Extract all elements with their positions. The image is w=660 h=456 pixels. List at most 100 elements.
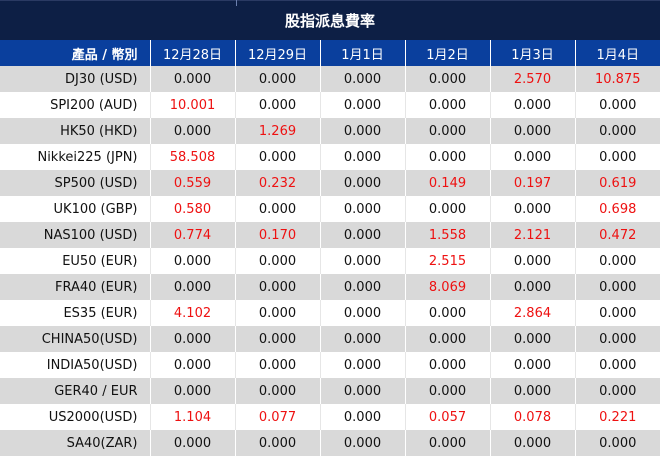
rate-value-cell: 0.000 [234, 274, 320, 300]
title-top-marker [236, 0, 237, 6]
product-name-cell: Nikkei225 (JPN) [0, 144, 150, 170]
column-header-product: 產品 / 幣別 [0, 40, 150, 66]
rate-value-cell: 8.069 [404, 274, 490, 300]
rate-value-cell: 0.000 [234, 326, 320, 352]
rate-value-cell: 0.000 [319, 352, 405, 378]
rate-value-cell: 0.000 [319, 274, 405, 300]
rate-value-cell: 0.000 [319, 248, 405, 274]
rate-value-cell: 0.000 [234, 92, 320, 118]
rate-value-cell: 0.000 [404, 144, 490, 170]
table-row: SA40(ZAR) 0.000 0.000 0.000 0.000 0.000 0.000 [0, 430, 660, 456]
rate-value-cell: 0.000 [234, 144, 320, 170]
rate-value-cell: 0.000 [574, 92, 660, 118]
product-name-cell: HK50 (HKD) [0, 118, 150, 144]
page-title: 股指派息費率 [284, 11, 375, 30]
column-header-date: 1月1日 [319, 40, 405, 66]
product-name-cell: DJ30 (USD) [0, 66, 150, 92]
rate-value-cell: 2.121 [489, 222, 575, 248]
rate-value-cell: 0.000 [319, 222, 405, 248]
rate-value-cell: 0.000 [234, 430, 320, 456]
table-row: FRA40 (EUR) 0.000 0.000 0.000 8.069 0.000 0.00… [0, 274, 660, 300]
rate-value-cell: 0.698 [574, 196, 660, 222]
rate-value-cell: 0.000 [404, 66, 490, 92]
rate-value-cell: 1.269 [234, 118, 320, 144]
rate-value-cell: 0.580 [149, 196, 235, 222]
rate-value-cell: 2.570 [489, 66, 575, 92]
rate-value-cell: 0.197 [489, 170, 575, 196]
rate-value-cell: 0.000 [149, 352, 235, 378]
table-row: GER40 / EUR 0.000 0.000 0.000 0.000 0.000 0.00… [0, 378, 660, 404]
rate-value-cell: 2.515 [404, 248, 490, 274]
rate-value-cell: 0.000 [574, 300, 660, 326]
rate-value-cell: 2.864 [489, 300, 575, 326]
rate-value-cell: 0.000 [149, 378, 235, 404]
rate-value-cell: 0.000 [319, 378, 405, 404]
rate-value-cell: 0.000 [404, 92, 490, 118]
rate-value-cell: 0.000 [404, 196, 490, 222]
table-row: SPI200 (AUD) 10.001 0.000 0.000 0.000 0.000 0.… [0, 92, 660, 118]
rate-value-cell: 0.000 [574, 378, 660, 404]
table-row: INDIA50(USD) 0.000 0.000 0.000 0.000 0.000 0.0… [0, 352, 660, 378]
rate-value-cell: 0.078 [489, 404, 575, 430]
rate-value-cell: 0.000 [574, 118, 660, 144]
rate-value-cell: 0.000 [489, 274, 575, 300]
product-name-cell: SPI200 (AUD) [0, 92, 150, 118]
rate-value-cell: 58.508 [149, 144, 235, 170]
table-header-row: 產品 / 幣別 12月28日 12月29日 1月1日 1月2日 1月3日 1月4… [0, 40, 660, 66]
rate-value-cell: 0.000 [319, 196, 405, 222]
product-name-cell: US2000(USD) [0, 404, 150, 430]
rate-value-cell: 10.875 [574, 66, 660, 92]
rate-value-cell: 0.000 [234, 66, 320, 92]
rate-value-cell: 0.000 [489, 326, 575, 352]
rate-value-cell: 0.000 [319, 118, 405, 144]
title-top-divider [0, 0, 660, 1]
table-row: EU50 (EUR) 0.000 0.000 0.000 2.515 0.000 0.000 [0, 248, 660, 274]
rate-value-cell: 0.000 [489, 92, 575, 118]
rate-value-cell: 0.000 [404, 378, 490, 404]
rate-value-cell: 0.000 [319, 66, 405, 92]
rate-value-cell: 0.000 [149, 66, 235, 92]
table-row: US2000(USD) 1.104 0.077 0.000 0.057 0.078 0.22… [0, 404, 660, 430]
rate-value-cell: 0.000 [404, 326, 490, 352]
rate-value-cell: 0.000 [319, 144, 405, 170]
product-name-cell: INDIA50(USD) [0, 352, 150, 378]
rate-value-cell: 0.221 [574, 404, 660, 430]
product-name-cell: SA40(ZAR) [0, 430, 150, 456]
rate-value-cell: 0.000 [319, 92, 405, 118]
column-header-date: 12月28日 [149, 40, 235, 66]
rate-value-cell: 0.000 [319, 326, 405, 352]
rate-value-cell: 0.000 [234, 248, 320, 274]
rate-value-cell: 0.000 [149, 118, 235, 144]
rate-value-cell: 0.170 [234, 222, 320, 248]
table-body: DJ30 (USD) 0.000 0.000 0.000 0.000 2.570 10.87… [0, 66, 660, 456]
product-name-cell: NAS100 (USD) [0, 222, 150, 248]
rate-value-cell: 4.102 [149, 300, 235, 326]
table-title-bar: 股指派息費率 [0, 0, 660, 40]
column-header-date: 1月4日 [574, 40, 660, 66]
rate-value-cell: 0.000 [489, 248, 575, 274]
column-header-date: 1月2日 [404, 40, 490, 66]
product-name-cell: UK100 (GBP) [0, 196, 150, 222]
product-name-cell: ES35 (EUR) [0, 300, 150, 326]
table-row: DJ30 (USD) 0.000 0.000 0.000 0.000 2.570 10.87… [0, 66, 660, 92]
rate-value-cell: 0.077 [234, 404, 320, 430]
product-name-cell: EU50 (EUR) [0, 248, 150, 274]
rate-value-cell: 0.000 [404, 430, 490, 456]
column-header-date: 1月3日 [489, 40, 575, 66]
product-name-cell: SP500 (USD) [0, 170, 150, 196]
rate-value-cell: 10.001 [149, 92, 235, 118]
rate-value-cell: 0.619 [574, 170, 660, 196]
rate-value-cell: 0.000 [319, 300, 405, 326]
rate-value-cell: 0.559 [149, 170, 235, 196]
product-name-cell: GER40 / EUR [0, 378, 150, 404]
table-row: ES35 (EUR) 4.102 0.000 0.000 0.000 2.864 0.000 [0, 300, 660, 326]
rate-value-cell: 0.774 [149, 222, 235, 248]
table-row: CHINA50(USD) 0.000 0.000 0.000 0.000 0.000 0.0… [0, 326, 660, 352]
rate-value-cell: 0.000 [149, 430, 235, 456]
dividend-rate-table: 產品 / 幣別 12月28日 12月29日 1月1日 1月2日 1月3日 1月4… [0, 40, 660, 456]
rate-value-cell: 0.000 [574, 326, 660, 352]
rate-value-cell: 0.000 [149, 274, 235, 300]
rate-value-cell: 0.000 [489, 196, 575, 222]
table-row: UK100 (GBP) 0.580 0.000 0.000 0.000 0.000 0.69… [0, 196, 660, 222]
rate-value-cell: 0.000 [574, 430, 660, 456]
